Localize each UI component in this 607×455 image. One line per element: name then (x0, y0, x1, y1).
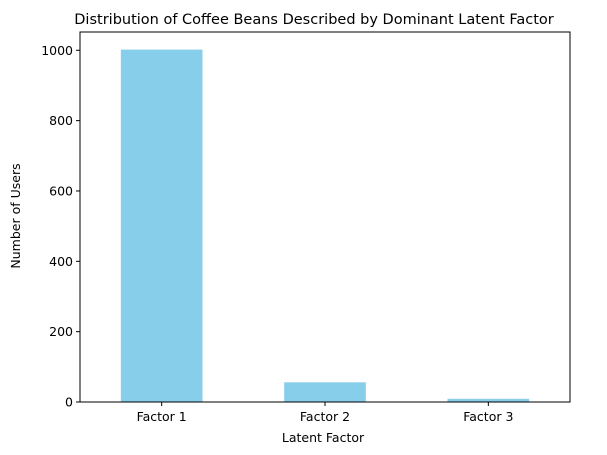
y-tick-label: 0 (65, 395, 73, 410)
x-axis-label: Latent Factor (282, 430, 365, 445)
y-tick-label: 800 (49, 113, 73, 128)
bar-factor-2 (284, 382, 366, 402)
y-axis: 0 200 400 600 800 1000 (41, 43, 80, 410)
chart-title: Distribution of Coffee Beans Described b… (74, 12, 553, 28)
x-tick-label: Factor 1 (137, 409, 187, 424)
y-axis-label: Number of Users (8, 163, 23, 268)
y-tick-label: 400 (49, 254, 73, 269)
y-tick-label: 200 (49, 324, 73, 339)
y-tick-label: 600 (49, 183, 73, 198)
x-tick-label: Factor 3 (463, 409, 513, 424)
bar-factor-3 (447, 398, 530, 402)
x-tick-label: Factor 2 (300, 409, 350, 424)
bar-factor-1 (120, 49, 203, 403)
bars-group (120, 49, 530, 403)
y-tick-label: 1000 (41, 43, 73, 58)
x-axis: Factor 1 Factor 2 Factor 3 (137, 402, 513, 424)
plot-frame (79, 31, 571, 403)
